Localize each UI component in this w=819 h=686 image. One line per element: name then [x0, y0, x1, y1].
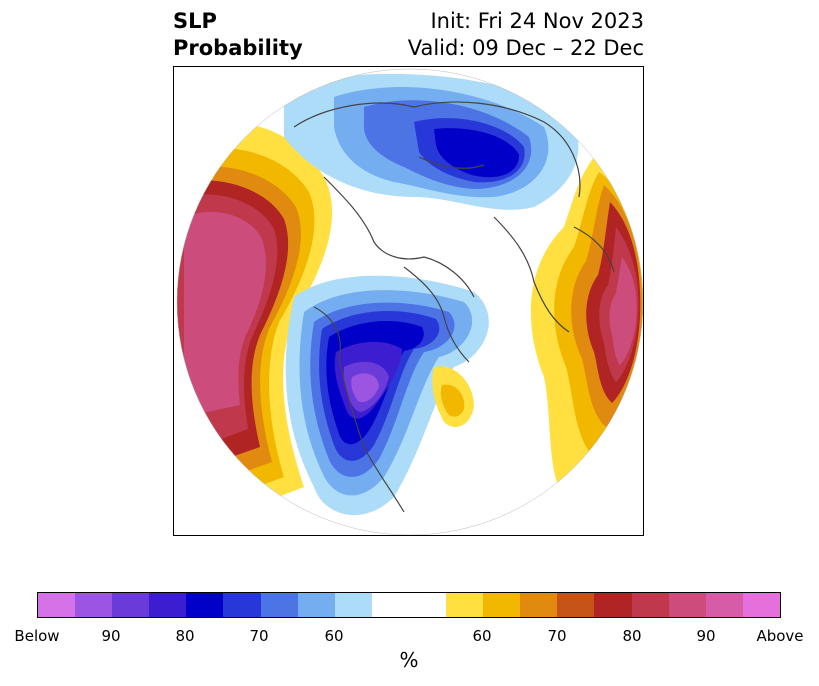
- colorbar-below-swatch: [223, 593, 261, 617]
- colorbar-above-swatch: [520, 593, 558, 617]
- colorbar-tick-label: Below: [14, 627, 60, 645]
- colorbar-below-swatch: [112, 593, 150, 617]
- colorbar-unit-label: %: [399, 648, 419, 672]
- colorbar-above-swatch: [446, 593, 484, 617]
- colorbar-above-swatch: [705, 593, 743, 617]
- colorbar-tick-label: Above: [756, 627, 804, 645]
- colorbar-above-swatch: [557, 593, 595, 617]
- colorbar-below-swatch: [297, 593, 335, 617]
- coastlines: [293, 101, 615, 513]
- polar-map: [176, 68, 643, 535]
- colorbar-below-swatch: [149, 593, 187, 617]
- colorbar-neutral-swatch: [371, 593, 447, 617]
- colorbar-above-swatch: [483, 593, 521, 617]
- colorbar: [37, 592, 781, 618]
- title-left: SLP Probability: [173, 8, 303, 62]
- colorbar-below-swatch: [38, 593, 76, 617]
- eurasia-below-region: [284, 73, 579, 210]
- atlantic-above-core: [440, 384, 465, 417]
- colorbar-tick-label: 80: [622, 627, 642, 645]
- colorbar-tick-label: 60: [324, 627, 344, 645]
- colorbar-tick-label: 70: [547, 627, 567, 645]
- colorbar-below-swatch: [186, 593, 224, 617]
- colorbar-below-swatch: [75, 593, 113, 617]
- colorbar-above-swatch: [668, 593, 706, 617]
- colorbar-tick-label: 90: [101, 627, 121, 645]
- colorbar-above-swatch: [631, 593, 669, 617]
- colorbar-above-swatch: [742, 593, 780, 617]
- colorbar-tick-label: 70: [249, 627, 269, 645]
- map-panel: [173, 66, 644, 536]
- valid-range: Valid: 09 Dec – 22 Dec: [407, 36, 644, 60]
- colorbar-tick-label: 90: [696, 627, 716, 645]
- title-variable: SLP: [173, 9, 217, 33]
- colorbar-below-swatch: [260, 593, 298, 617]
- init-date: Init: Fri 24 Nov 2023: [430, 9, 644, 33]
- north-america-below-region: [285, 275, 489, 516]
- title-right: Init: Fri 24 Nov 2023 Valid: 09 Dec – 22…: [408, 8, 644, 62]
- colorbar-tick-label: 80: [175, 627, 195, 645]
- colorbar-tick-label: 60: [472, 627, 492, 645]
- colorbar-below-swatch: [334, 593, 372, 617]
- title-metric: Probability: [173, 36, 303, 60]
- colorbar-above-swatch: [594, 593, 632, 617]
